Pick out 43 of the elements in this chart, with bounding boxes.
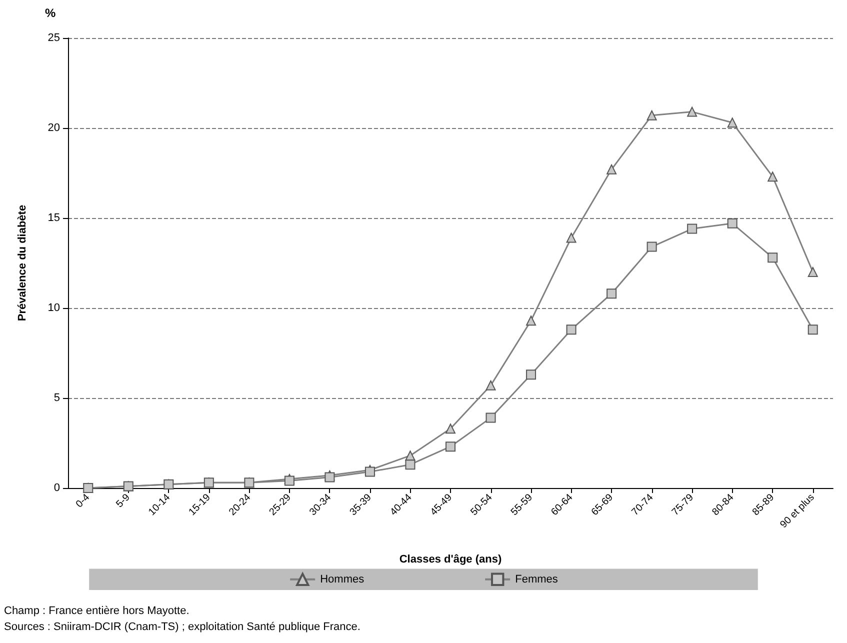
point — [606, 288, 617, 299]
text: Champ : France entière hors Mayotte. — [4, 604, 190, 619]
point — [687, 106, 698, 117]
y-tick-label: 10 — [48, 302, 60, 314]
x-axis-title: Classes d'âge (ans) — [399, 554, 502, 566]
point — [808, 324, 818, 335]
point — [768, 252, 778, 263]
point — [727, 218, 738, 228]
x-tick-label: 0-4 — [74, 492, 92, 510]
point — [446, 442, 456, 452]
point — [486, 412, 496, 423]
point — [526, 316, 536, 326]
chart-title: % — [45, 6, 56, 20]
point — [284, 476, 294, 486]
y-tick-label: 0 — [54, 482, 60, 494]
y-tick-label: 25 — [48, 32, 60, 44]
point — [123, 481, 134, 492]
point — [486, 380, 496, 390]
point — [324, 472, 335, 482]
point — [808, 267, 818, 277]
point — [687, 224, 698, 234]
y-axis-title: Prévalence du diabète — [16, 204, 28, 322]
point — [405, 460, 416, 470]
point — [164, 479, 174, 490]
point — [606, 164, 617, 174]
point — [244, 478, 254, 488]
y-tick-label: 20 — [48, 122, 60, 134]
point — [727, 118, 738, 128]
point — [566, 232, 576, 243]
x-tick-label: 5-9 — [114, 492, 133, 510]
source-note: Sources : Sniiram-DCIR (Cnam-TS) ; exploitation Santé publique France. — [4, 620, 360, 635]
point — [83, 483, 94, 493]
point — [646, 242, 657, 252]
point — [446, 424, 456, 434]
point — [364, 466, 375, 477]
y-tick-label: 15 — [48, 212, 60, 224]
point — [768, 172, 778, 182]
point — [526, 370, 536, 380]
point — [646, 110, 657, 120]
legend-label: Hommes — [320, 573, 365, 586]
y-tick-label: 5 — [54, 392, 60, 404]
legend-label: Femmes — [515, 573, 558, 586]
point — [566, 324, 576, 335]
